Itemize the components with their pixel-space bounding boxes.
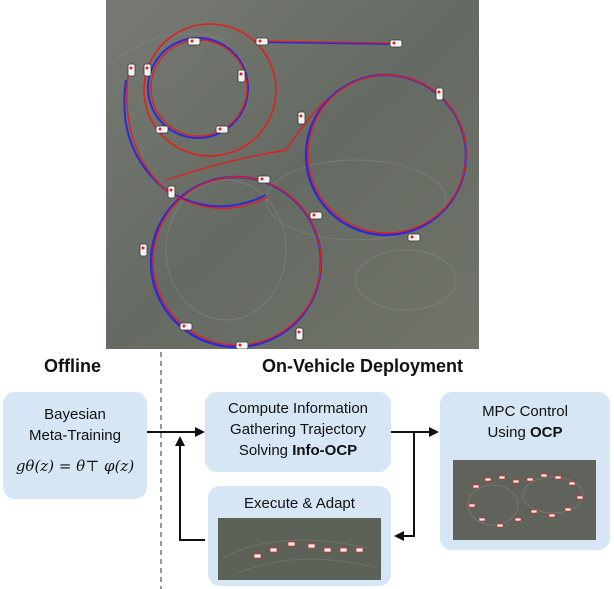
trajectory-plot <box>106 0 479 349</box>
trajectory-aerial-photo <box>106 0 479 349</box>
compute-info-box: Compute Information Gathering Trajectory… <box>205 392 391 472</box>
bayesian-meta-training-box: Bayesian Meta-Training gθ(z) = θ⊤ φ(z) <box>3 392 147 499</box>
red-loop-large <box>143 23 277 157</box>
execute-label: Execute & Adapt <box>244 495 355 512</box>
compute-line2: Gathering Trajectory <box>230 421 366 438</box>
mpc-photo-svg <box>453 460 596 540</box>
mpc-line2: Using OCP <box>440 422 610 443</box>
execute-photo <box>218 518 381 580</box>
mpc-photo <box>453 460 596 540</box>
vehicle-markers <box>127 37 444 349</box>
arrow-compute-to-execute <box>391 431 415 541</box>
bayesian-line1: Bayesian <box>44 406 106 423</box>
compute-line3-prefix: Solving <box>238 442 293 459</box>
red-straight <box>260 40 397 44</box>
red-connector-2 <box>165 99 327 181</box>
execute-adapt-box: Execute & Adapt <box>208 486 391 586</box>
mpc-line2-bold: OCP <box>530 424 563 441</box>
compute-line1: Compute Information <box>227 400 369 417</box>
compute-line3-bold: Info-OCP <box>292 442 358 459</box>
mpc-line2-prefix: Using <box>487 424 530 441</box>
bayesian-line2: Meta-Training <box>29 427 121 444</box>
ground-background <box>106 0 479 349</box>
tire-marks <box>115 32 457 321</box>
mpc-control-box: MPC Control Using OCP <box>440 392 610 550</box>
deployment-title: On-Vehicle Deployment <box>262 356 464 376</box>
offline-title: Offline <box>44 356 101 376</box>
arrow-execute-to-compute <box>175 436 205 541</box>
red-loop-right <box>307 74 467 234</box>
execute-photo-svg <box>218 518 381 580</box>
blue-straight <box>260 41 397 45</box>
mpc-line1: MPC Control <box>482 403 568 420</box>
compute-line3: Solving Info-OCP <box>205 440 391 461</box>
bayesian-formula: gθ(z) = θ⊤ φ(z) <box>15 457 135 475</box>
